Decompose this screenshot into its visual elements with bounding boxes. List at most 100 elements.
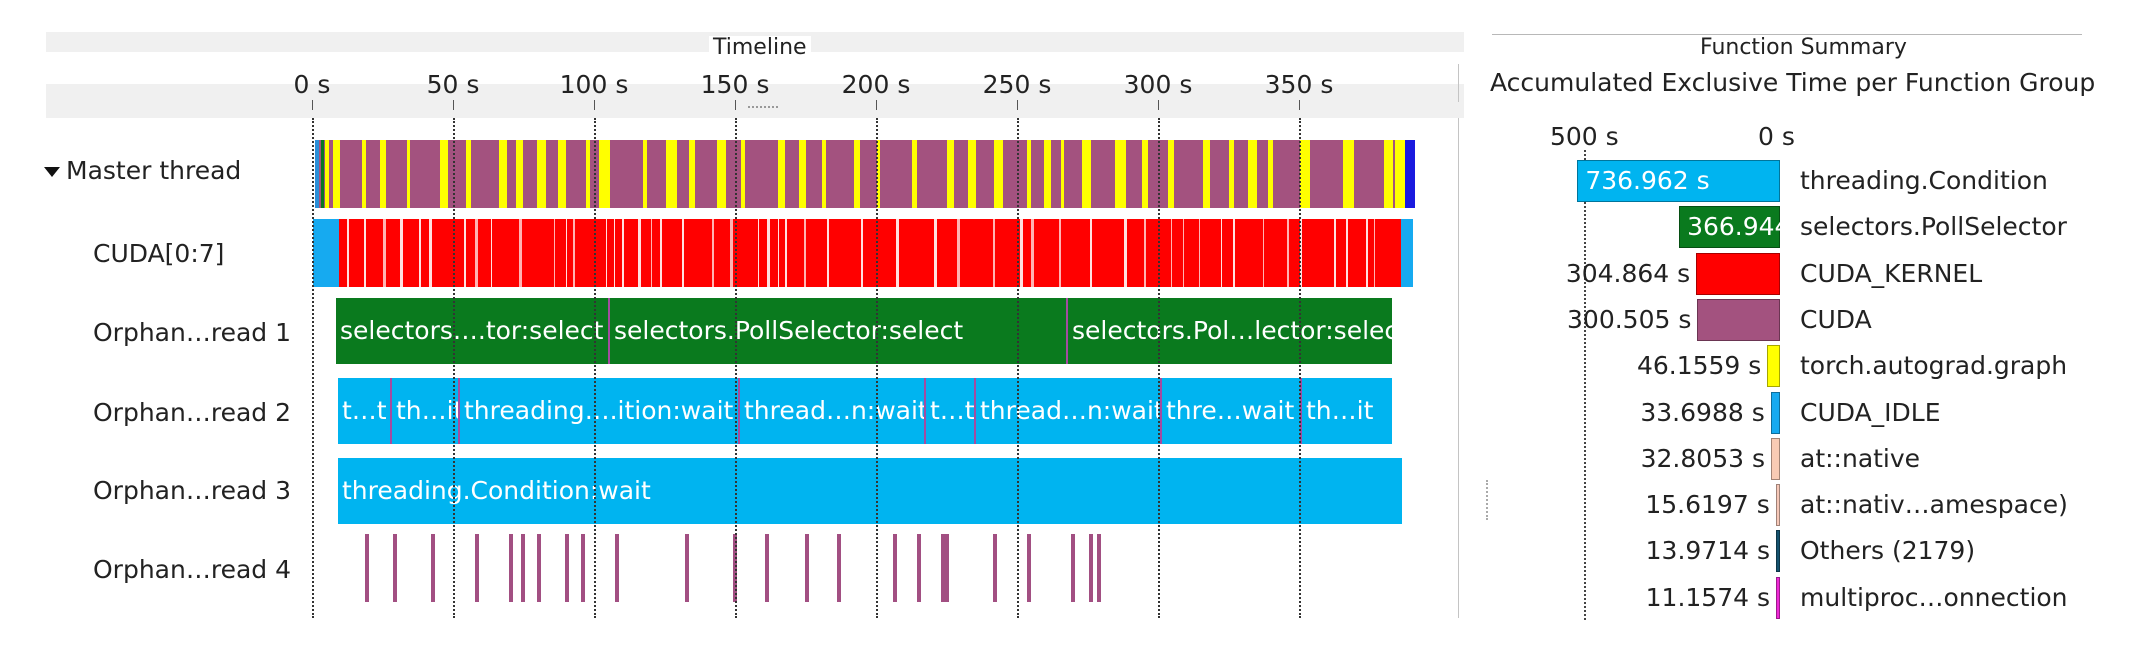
event-segment[interactable] (321, 140, 324, 208)
event-segment[interactable] (1199, 219, 1200, 287)
event-segment[interactable] (1203, 140, 1210, 208)
event-segment[interactable] (333, 140, 340, 208)
function-block[interactable]: t…t (930, 396, 974, 425)
event-segment[interactable] (1115, 140, 1126, 208)
event-segment[interactable] (599, 140, 610, 208)
event-segment[interactable] (947, 140, 954, 208)
event-segment[interactable] (804, 219, 806, 287)
event-spike[interactable] (993, 534, 997, 602)
event-spike[interactable] (1089, 534, 1093, 602)
orphan-thread-1-lane[interactable]: selectors….tor:select selectors.PollSele… (336, 298, 1392, 364)
event-spike[interactable] (805, 534, 809, 602)
idle-segment[interactable] (313, 219, 339, 287)
event-segment[interactable] (419, 219, 421, 287)
event-segment[interactable] (519, 219, 522, 287)
event-segment[interactable] (325, 140, 329, 208)
triangle-down-icon[interactable] (44, 167, 60, 177)
summary-bar[interactable] (1697, 298, 1780, 341)
event-segment[interactable] (1061, 140, 1064, 208)
summary-bar[interactable] (1577, 160, 1780, 202)
event-segment[interactable] (934, 219, 937, 287)
event-segment[interactable] (614, 219, 615, 287)
event-segment[interactable] (362, 140, 366, 208)
event-spike[interactable] (685, 534, 689, 602)
event-spike[interactable] (1027, 534, 1031, 602)
summary-function-name[interactable]: CUDA (1800, 304, 1872, 334)
function-block[interactable]: selectors….tor:select (340, 316, 604, 345)
orphan-thread-2-lane[interactable]: t…t th…it threading….ition:wait thread…n… (338, 378, 1392, 444)
summary-function-name[interactable]: at::nativ…amespace) (1800, 490, 2068, 520)
summary-function-name[interactable]: torch.autograd.graph (1800, 351, 2068, 381)
event-segment[interactable] (822, 140, 826, 208)
event-segment[interactable] (1346, 219, 1348, 287)
event-segment[interactable] (877, 140, 880, 208)
event-spike[interactable] (893, 534, 897, 602)
summary-function-name[interactable]: CUDA_KERNEL (1800, 258, 1983, 288)
event-segment[interactable] (1366, 219, 1368, 287)
event-segment[interactable] (1221, 219, 1222, 287)
event-spike[interactable] (365, 534, 369, 602)
function-block[interactable]: th…it (1306, 396, 1374, 425)
function-block[interactable]: th…it (396, 396, 458, 425)
row-cuda[interactable]: CUDA[0:7] (93, 239, 225, 268)
event-segment[interactable] (1044, 140, 1051, 208)
event-segment[interactable] (1395, 140, 1405, 208)
event-spike[interactable] (537, 534, 541, 602)
master-thread-lane[interactable] (315, 140, 1415, 208)
event-segment[interactable] (315, 140, 319, 208)
event-segment[interactable] (1168, 140, 1174, 208)
summary-function-name[interactable]: selectors.PollSelector (1800, 212, 2067, 242)
summary-bar[interactable] (1776, 530, 1780, 573)
event-segment[interactable] (827, 219, 829, 287)
event-segment[interactable] (778, 219, 779, 287)
event-segment[interactable] (475, 219, 478, 287)
event-segment[interactable] (573, 219, 575, 287)
event-segment[interactable] (558, 140, 566, 208)
timeline-splitter[interactable] (1458, 118, 1459, 618)
function-block[interactable]: t…t (342, 396, 387, 425)
event-segment[interactable] (717, 140, 726, 208)
event-segment[interactable] (1343, 140, 1354, 208)
event-segment[interactable] (1384, 140, 1393, 208)
event-segment[interactable] (383, 219, 386, 287)
event-spike[interactable] (475, 534, 479, 602)
event-segment[interactable] (1171, 219, 1172, 287)
event-segment[interactable] (516, 140, 523, 208)
event-segment[interactable] (537, 140, 546, 208)
idle-segment[interactable] (1401, 219, 1413, 287)
event-segment[interactable] (682, 219, 684, 287)
event-segment[interactable] (778, 140, 785, 208)
summary-bar[interactable] (1770, 437, 1780, 480)
event-segment[interactable] (1300, 219, 1302, 287)
row-orphan-thread-2[interactable]: Orphan…read 2 (93, 398, 291, 427)
summary-bar[interactable] (1770, 391, 1780, 434)
event-spike[interactable] (393, 534, 397, 602)
event-segment[interactable] (785, 219, 787, 287)
event-segment[interactable] (666, 140, 677, 208)
event-segment[interactable] (440, 140, 448, 208)
event-spike[interactable] (1097, 534, 1101, 602)
event-segment[interactable] (638, 219, 641, 287)
event-spike[interactable] (765, 534, 769, 602)
event-segment[interactable] (1142, 140, 1148, 208)
event-segment[interactable] (1268, 140, 1273, 208)
function-block[interactable]: threading.Condition:wait (342, 476, 651, 505)
event-segment[interactable] (651, 219, 652, 287)
event-segment[interactable] (1090, 219, 1092, 287)
event-segment[interactable] (464, 219, 466, 287)
event-segment[interactable] (896, 219, 899, 287)
event-spike[interactable] (509, 534, 513, 602)
event-segment[interactable] (606, 219, 607, 287)
event-segment[interactable] (1183, 219, 1184, 287)
event-segment[interactable] (1300, 140, 1310, 208)
orphan-thread-3-lane[interactable]: threading.Condition:wait (338, 458, 1402, 524)
event-spike[interactable] (615, 534, 619, 602)
event-spike[interactable] (521, 534, 525, 602)
summary-bar[interactable] (1679, 206, 1780, 249)
event-spike[interactable] (917, 534, 921, 602)
event-segment[interactable] (400, 219, 403, 287)
event-segment[interactable] (660, 219, 662, 287)
event-segment[interactable] (993, 219, 995, 287)
event-segment[interactable] (854, 140, 860, 208)
event-spike[interactable] (945, 534, 949, 602)
